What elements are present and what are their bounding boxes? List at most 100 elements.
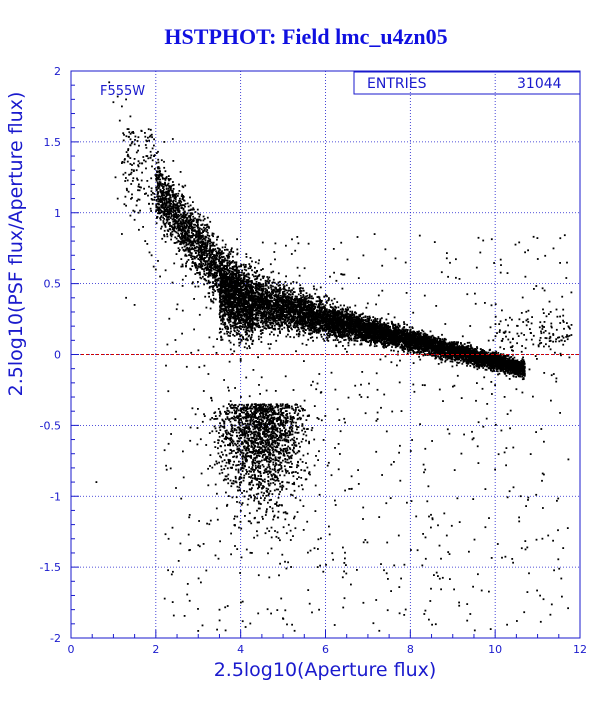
data-point [265, 321, 267, 323]
data-point [498, 372, 501, 375]
data-point [227, 331, 230, 333]
data-point [253, 275, 255, 278]
data-point [280, 311, 282, 313]
data-point [324, 321, 327, 324]
data-point [448, 341, 451, 344]
data-point [372, 316, 375, 318]
data-point [351, 310, 354, 313]
data-point [229, 335, 231, 337]
data-point [312, 312, 315, 314]
data-point [380, 323, 382, 326]
data-point [427, 337, 429, 340]
data-point [314, 305, 317, 308]
data-point [249, 267, 252, 269]
data-point [233, 309, 235, 312]
data-point [300, 308, 303, 311]
data-point [283, 293, 286, 295]
data-point [344, 320, 346, 323]
data-point [456, 361, 458, 364]
data-point [394, 344, 397, 347]
data-point [327, 332, 330, 334]
data-point [260, 333, 262, 335]
data-point [259, 308, 262, 310]
data-point [315, 330, 318, 333]
data-point [376, 334, 379, 337]
data-point [353, 339, 356, 342]
data-point [305, 344, 308, 346]
data-point [259, 299, 262, 302]
data-point [318, 303, 320, 306]
data-point [260, 289, 263, 292]
data-point [321, 308, 323, 311]
data-point [226, 325, 228, 328]
data-point [296, 310, 298, 313]
data-point [435, 342, 437, 345]
data-point [333, 334, 336, 337]
data-point [370, 319, 373, 322]
data-point [451, 352, 454, 354]
data-point [255, 308, 257, 311]
data-point [254, 287, 256, 290]
data-point [268, 313, 271, 316]
data-point [331, 334, 333, 336]
data-point [222, 318, 225, 321]
data-point [259, 306, 261, 308]
data-point [262, 301, 265, 304]
data-point [400, 346, 403, 349]
data-point [353, 316, 356, 318]
data-point [383, 338, 386, 341]
data-point [219, 298, 222, 301]
data-point [487, 351, 490, 354]
data-point [243, 304, 246, 307]
data-point [292, 326, 295, 328]
data-point [407, 333, 410, 336]
data-point [221, 316, 224, 319]
data-point [337, 332, 340, 335]
data-point [258, 312, 261, 315]
data-point [133, 218, 136, 221]
data-point [255, 312, 258, 314]
data-point [253, 327, 256, 330]
data-point [472, 363, 475, 366]
data-point [163, 141, 166, 143]
data-point [269, 284, 272, 287]
data-point [392, 339, 395, 342]
data-point [347, 342, 350, 344]
data-point [406, 348, 409, 351]
data-point [265, 289, 267, 292]
data-point [302, 287, 304, 290]
data-point [349, 338, 352, 341]
data-point [282, 283, 285, 286]
data-point [357, 335, 360, 338]
data-point [406, 323, 408, 326]
data-point [273, 281, 276, 284]
data-point [449, 357, 452, 360]
data-point [257, 314, 260, 317]
data-point [370, 323, 373, 326]
data-point [295, 298, 298, 301]
data-point [360, 324, 363, 326]
data-point [308, 315, 311, 317]
data-point [274, 286, 276, 289]
data-point [125, 204, 127, 207]
data-point [329, 303, 332, 306]
data-point [319, 327, 322, 330]
data-point [392, 325, 394, 327]
data-point [393, 342, 396, 345]
data-point [222, 294, 224, 297]
data-point [268, 307, 271, 309]
data-point [234, 320, 237, 322]
data-point [150, 254, 153, 257]
data-point [223, 314, 225, 317]
data-point [444, 360, 447, 363]
data-point [287, 308, 290, 311]
data-point [228, 282, 231, 284]
data-point [258, 275, 260, 277]
data-point [465, 362, 468, 365]
data-point [426, 341, 429, 343]
data-point [291, 307, 293, 309]
data-point [242, 323, 244, 326]
data-point [257, 311, 259, 314]
data-point [255, 317, 257, 320]
data-point [513, 356, 516, 359]
